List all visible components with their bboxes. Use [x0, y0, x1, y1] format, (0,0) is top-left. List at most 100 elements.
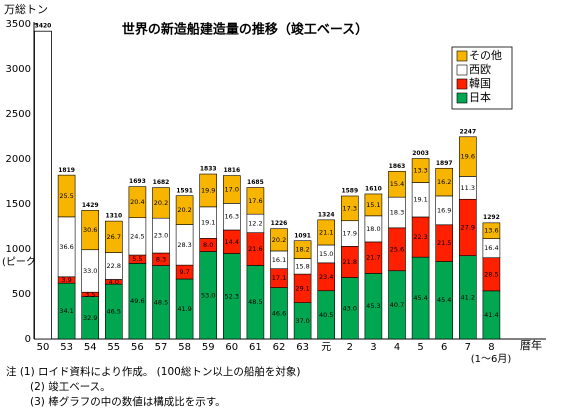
- x-tick-label: 62: [273, 342, 286, 353]
- segment-label: 27.9: [461, 223, 475, 231]
- segment-label: 20.4: [130, 198, 144, 206]
- x-tick-label: 56: [131, 342, 144, 353]
- segment-label: 17.0: [225, 185, 239, 193]
- x-tick-label: 55: [107, 342, 120, 353]
- x-tick-label: 50: [37, 342, 50, 353]
- legend-label: 西欧: [469, 63, 491, 76]
- segment-label: 8.0: [203, 241, 213, 249]
- segment-label: 19.6: [461, 153, 475, 161]
- segment-label: 33.0: [83, 267, 97, 275]
- segment-label: 16.1: [272, 256, 286, 264]
- segment-label: 48.5: [248, 298, 262, 306]
- segment-label: 15.4: [390, 180, 404, 188]
- chart-title: 世界の新造船建造量の推移（竣工ベース）: [122, 22, 368, 38]
- note: (3) 棒グラフの中の数値は構成比を示す。: [30, 395, 226, 408]
- x-tick-label: 元: [321, 342, 331, 353]
- x-tick-label: 59: [202, 342, 215, 353]
- segment-label: 17.1: [272, 274, 286, 282]
- segment-label: 37.0: [295, 317, 309, 325]
- bar-segment: [246, 187, 265, 215]
- x-axis-label: 暦年: [520, 338, 542, 352]
- segment-label: 41.9: [177, 305, 191, 313]
- segment-label: 29.1: [295, 284, 309, 292]
- segment-label: 21.7: [366, 254, 380, 262]
- total-label: 1897: [436, 160, 453, 167]
- segment-label: 17.3: [343, 204, 357, 212]
- x-tick-label: 4: [394, 342, 400, 353]
- segment-label: 16.4: [484, 244, 498, 252]
- bar-segment: [293, 240, 312, 259]
- segment-label: 21.5: [437, 239, 451, 247]
- segment-label: 41.4: [484, 311, 498, 319]
- x-tick-label: 54: [84, 342, 97, 353]
- segment-label: 48.5: [154, 298, 168, 306]
- segment-label: 20.2: [272, 236, 286, 244]
- x-tick-label: 5: [417, 342, 423, 353]
- y-tick-label: 1000: [6, 244, 31, 255]
- y-tick-label: 0: [25, 334, 31, 345]
- legend-swatch: [456, 78, 468, 90]
- y-tick-label: 2500: [6, 109, 31, 120]
- legend-swatch: [456, 50, 468, 62]
- bar-segment: [458, 136, 477, 177]
- total-label: 1324: [318, 211, 335, 218]
- segment-label: 49.6: [130, 297, 144, 305]
- total-label: 1292: [483, 214, 500, 221]
- segment-label: 23.0: [154, 232, 168, 240]
- segment-label: 28.3: [177, 241, 191, 249]
- x-tick-label: 8: [488, 342, 494, 353]
- segment-label: 13.6: [484, 227, 498, 235]
- bar-segment: [175, 195, 194, 225]
- legend-label: 韓国: [469, 77, 491, 90]
- y-axis-label: 万総トン: [4, 2, 48, 16]
- total-label: 1589: [341, 187, 358, 194]
- segment-label: 46.6: [272, 309, 286, 317]
- x-tick-label: 57: [155, 342, 168, 353]
- segment-label: 5.5: [132, 255, 142, 263]
- segment-label: 40.5: [319, 311, 333, 319]
- segment-label: 18.2: [295, 246, 309, 254]
- legend-label: その他: [469, 49, 502, 62]
- segment-label: 15.8: [295, 262, 309, 270]
- bar-segment: [81, 210, 99, 251]
- segment-label: 23.4: [319, 273, 333, 281]
- bar: [34, 30, 52, 340]
- total-label: 3420: [35, 23, 52, 30]
- total-label: 1429: [82, 202, 99, 209]
- note: (2) 竣工ベース。: [30, 380, 111, 393]
- segment-label: 52.3: [225, 292, 239, 300]
- segment-label: 26.7: [107, 233, 121, 241]
- last-note: (1～6月): [471, 353, 512, 365]
- total-label: 1833: [200, 166, 217, 173]
- bar-segment: [105, 220, 123, 253]
- segment-label: 25.5: [59, 192, 73, 200]
- segment-label: 4.0: [109, 278, 119, 286]
- segment-label: 21.1: [319, 228, 333, 236]
- y-tick-label: 2000: [6, 154, 31, 165]
- segment-label: 45.4: [413, 294, 427, 302]
- segment-label: 11.3: [461, 184, 475, 192]
- bar-segment: [388, 171, 406, 198]
- bar-segment: [152, 187, 170, 219]
- segment-label: 15.1: [366, 201, 380, 209]
- total-label: 1682: [153, 179, 170, 186]
- bar-segment: [482, 222, 501, 239]
- x-tick-label: 58: [178, 342, 191, 353]
- segment-label: 13.3: [413, 167, 427, 175]
- segment-label: 14.4: [225, 238, 239, 246]
- total-label: 2247: [459, 128, 476, 135]
- segment-label: 3.9: [61, 276, 71, 284]
- segment-label: 3.5: [85, 290, 95, 298]
- segment-label: 22.3: [413, 233, 427, 241]
- bar-segment: [57, 174, 76, 218]
- segment-label: 19.1: [413, 196, 427, 204]
- segment-label: 43.0: [343, 304, 357, 312]
- bar-segment: [270, 228, 288, 252]
- segment-label: 20.2: [154, 199, 168, 207]
- segment-label: 41.2: [461, 293, 475, 301]
- x-tick-label: 60: [225, 342, 238, 353]
- bar-segment: [411, 158, 430, 183]
- y-tick-label: 3000: [6, 64, 31, 75]
- segment-label: 19.9: [201, 186, 215, 194]
- segment-label: 45.4: [437, 296, 451, 304]
